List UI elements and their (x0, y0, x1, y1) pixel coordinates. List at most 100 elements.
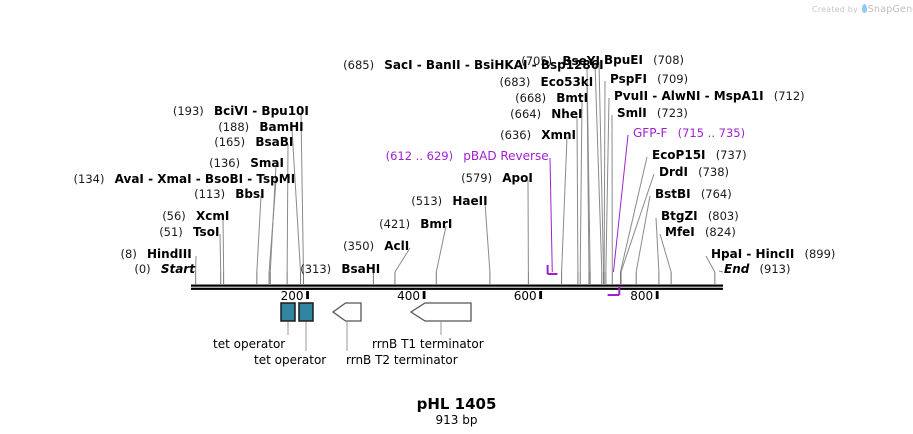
site-position: (113) (194, 187, 226, 201)
site-position: (313) (300, 262, 332, 276)
annotation-label[interactable]: End (913) (724, 260, 790, 276)
enzyme-name: EcoP15I (652, 148, 706, 162)
leader-line (291, 128, 302, 273)
leader-line (435, 225, 447, 273)
ruler-tick (655, 291, 659, 299)
enzyme-name: Bpu10I (261, 104, 309, 118)
annotation-label[interactable]: (193) BciVI - Bpu10I (173, 102, 309, 118)
enzyme-name: BmtI (556, 91, 589, 105)
site-position: (709) (657, 72, 689, 86)
annotation-label[interactable]: (8) HindIII (121, 245, 192, 261)
ruler-tick-label: 800 (630, 289, 653, 303)
annotation-label[interactable]: (188) BamHI (218, 118, 303, 134)
feature-arrow-terminator[interactable] (331, 302, 362, 322)
annotation-label[interactable]: (421) BmrI (379, 215, 452, 231)
name-separator: - (460, 58, 474, 72)
annotation-label[interactable]: (51) TsoI (159, 223, 219, 239)
enzyme-name: PvuII (614, 89, 649, 103)
annotation-label[interactable]: PspFI (709) (610, 70, 688, 86)
site-position: (723) (656, 106, 688, 120)
enzyme-name: Bsp1286I (540, 58, 604, 72)
annotation-label[interactable]: (664) NheI (510, 105, 582, 121)
ruler-tick-label: 400 (397, 289, 420, 303)
annotation-label[interactable]: MfeI (824) (665, 223, 736, 239)
site-position: (513) (411, 194, 443, 208)
annotation-label[interactable]: (0) Start (134, 260, 195, 276)
annotation-label[interactable]: BpuEI (708) (604, 51, 684, 67)
annotation-label[interactable]: (134) AvaI - XmaI - BsoBI - TspMI (74, 170, 296, 186)
annotation-label[interactable]: (56) XcmI (162, 207, 229, 223)
site-position: (612 .. 629) (385, 149, 454, 163)
enzyme-name: HpaI (711, 247, 743, 261)
site-position: (350) (343, 239, 375, 253)
snapgene-logo-icon (861, 4, 867, 13)
leader-line (268, 180, 277, 273)
name-separator: - (527, 58, 541, 72)
leader-line (586, 83, 590, 273)
feature-box-tet-operator[interactable] (298, 302, 314, 322)
annotation-label[interactable]: (113) BbsI (194, 185, 264, 201)
annotation-label[interactable]: (579) ApoI (461, 169, 533, 185)
annotation-label[interactable]: (612 .. 629) pBAD Reverse (386, 147, 549, 163)
leader-line (705, 255, 716, 273)
annotation-label[interactable]: (350) AclI (343, 237, 409, 253)
site-position: (685) (343, 58, 375, 72)
name-separator: - (243, 172, 257, 186)
name-separator: - (248, 104, 262, 118)
enzyme-name: Eco53kI (540, 75, 594, 89)
annotation-label[interactable]: (313) BsaHI (300, 260, 380, 276)
enzyme-name: XmnI (541, 128, 577, 142)
feature-arrow-terminator[interactable] (409, 302, 472, 322)
site-position: (664) (510, 107, 542, 121)
enzyme-name: SacI (384, 58, 413, 72)
leader-line (598, 61, 605, 273)
feature-span-marker (546, 265, 558, 275)
leader-line (605, 97, 610, 273)
leader-line (190, 270, 197, 273)
site-position: (56) (162, 209, 186, 223)
annotation-label[interactable]: (705) BseYI (521, 52, 600, 68)
enzyme-name: pBAD Reverse (463, 149, 549, 163)
annotation-label[interactable]: (136) SmaI (209, 154, 284, 170)
annotation-label[interactable]: BtgZI (803) (661, 207, 739, 223)
annotation-label[interactable]: (165) BsaBI (214, 133, 293, 149)
site-position: (193) (172, 104, 204, 118)
leader-line (659, 233, 672, 273)
enzyme-name: NheI (551, 107, 583, 121)
annotation-label[interactable]: SmlI (723) (617, 104, 688, 120)
annotation-label[interactable]: HpaI - HincII (899) (711, 245, 835, 261)
enzyme-name: AvaI (114, 172, 144, 186)
feature-caption: tet operator (254, 353, 327, 367)
feature-span-marker (607, 286, 621, 296)
annotation-label[interactable]: PvuII - AlwNI - MspA1I (712) (614, 87, 805, 103)
enzyme-name: MfeI (665, 225, 695, 239)
site-position: (683) (499, 75, 531, 89)
leader-line (286, 143, 289, 273)
name-separator: - (191, 172, 205, 186)
enzyme-name: Start (160, 262, 195, 276)
site-position: (764) (700, 187, 732, 201)
enzyme-name: BsiHKAI (473, 58, 528, 72)
ruler-tick (306, 291, 309, 299)
enzyme-name: BstBI (655, 187, 691, 201)
annotation-label[interactable]: GFP-F (715 .. 735) (633, 124, 745, 140)
annotation-label[interactable]: (685) SacI - BanII - BsiHKAI - Bsp1286I (343, 56, 603, 72)
annotation-label[interactable]: BstBI (764) (655, 185, 732, 201)
name-separator: - (648, 89, 662, 103)
enzyme-name: XcmI (195, 209, 230, 223)
annotation-label[interactable]: EcoP15I (737) (652, 146, 747, 162)
annotation-label[interactable]: (513) HaeII (411, 192, 487, 208)
annotation-label[interactable]: (668) BmtI (515, 89, 588, 105)
site-position: (8) (120, 247, 137, 261)
enzyme-name: BsaHI (341, 262, 381, 276)
feature-box-tet-operator[interactable] (280, 302, 296, 322)
site-position: (824) (704, 225, 736, 239)
annotation-label[interactable]: (636) XmnI (500, 126, 576, 142)
name-separator: - (412, 58, 426, 72)
annotation-label[interactable]: DrdI (738) (659, 163, 729, 179)
leader-line (394, 247, 411, 273)
feature-caption: rrnB T1 terminator (372, 337, 484, 351)
annotation-label[interactable]: (683) Eco53kI (499, 73, 593, 89)
enzyme-name: BsaBI (255, 135, 294, 149)
leader-line (561, 136, 568, 273)
